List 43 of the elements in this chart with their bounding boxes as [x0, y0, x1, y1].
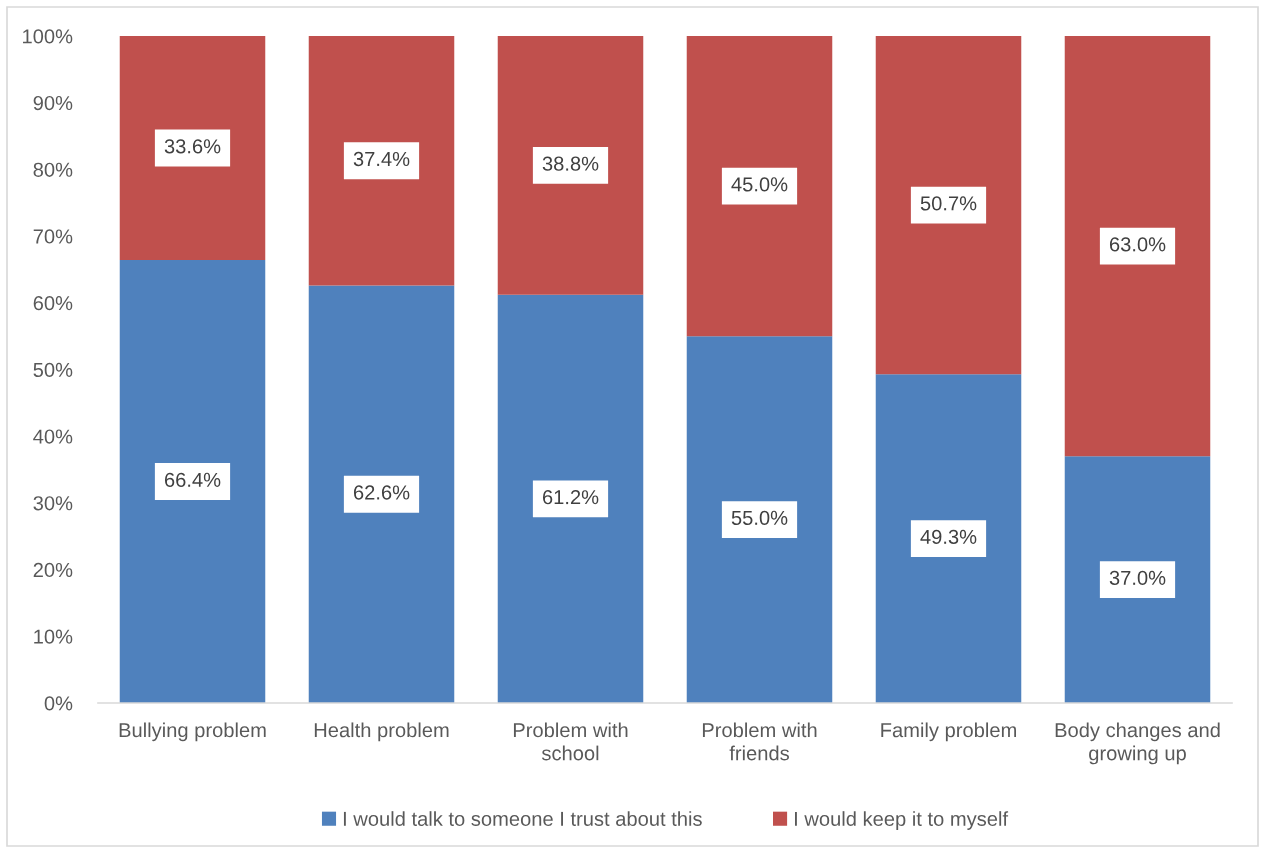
legend-label: I would keep it to myself	[795, 811, 1009, 830]
data-label: 37.4%	[353, 151, 410, 167]
x-tick-label: Bullying problem	[119, 722, 266, 742]
bar	[308, 285, 455, 703]
data-label: 49.3%	[920, 529, 977, 544]
data-label: 45.0%	[731, 177, 788, 192]
data-label: 66.4%	[164, 472, 221, 487]
y-tick-label: 40%	[33, 429, 73, 444]
bar	[875, 374, 1022, 703]
data-label: 37.0%	[1109, 570, 1166, 586]
data-label: 61.2%	[542, 490, 599, 505]
bar	[1064, 456, 1211, 703]
data-label: 63.0%	[1109, 237, 1166, 252]
y-tick-label: 90%	[33, 95, 73, 111]
y-tick-label: 20%	[33, 562, 73, 578]
x-tick-label: Body changes and growing up	[1055, 722, 1220, 765]
y-tick-label: 0%	[44, 696, 73, 711]
y-tick-label: 70%	[33, 229, 73, 244]
bar	[497, 294, 644, 703]
bar	[119, 36, 266, 261]
data-label: 62.6%	[353, 485, 410, 500]
x-tick-label: Health problem	[314, 722, 449, 742]
bar	[875, 36, 1022, 375]
bar	[686, 336, 833, 703]
x-tick-label: Problem with school	[513, 722, 628, 761]
x-tick-label: Family problem	[881, 722, 1016, 742]
data-label: 38.8%	[542, 156, 599, 171]
y-tick-label: 10%	[34, 629, 73, 644]
bar	[497, 36, 644, 295]
data-label: 33.6%	[164, 139, 221, 154]
y-tick-label: 60%	[33, 296, 73, 311]
data-label: 50.7%	[920, 196, 977, 211]
y-tick-label: 80%	[33, 162, 73, 177]
y-tick-label: 50%	[33, 362, 73, 377]
bar	[119, 260, 266, 703]
y-tick-label: 100%	[23, 29, 73, 44]
legend-label: I would talk to someone I trust about this	[343, 811, 702, 826]
x-tick-label: Problem with friends	[702, 722, 817, 761]
bar	[308, 36, 455, 286]
y-tick-label: 30%	[33, 496, 73, 511]
bar	[1064, 36, 1211, 457]
bar	[686, 36, 833, 337]
data-label: 55.0%	[731, 510, 788, 525]
